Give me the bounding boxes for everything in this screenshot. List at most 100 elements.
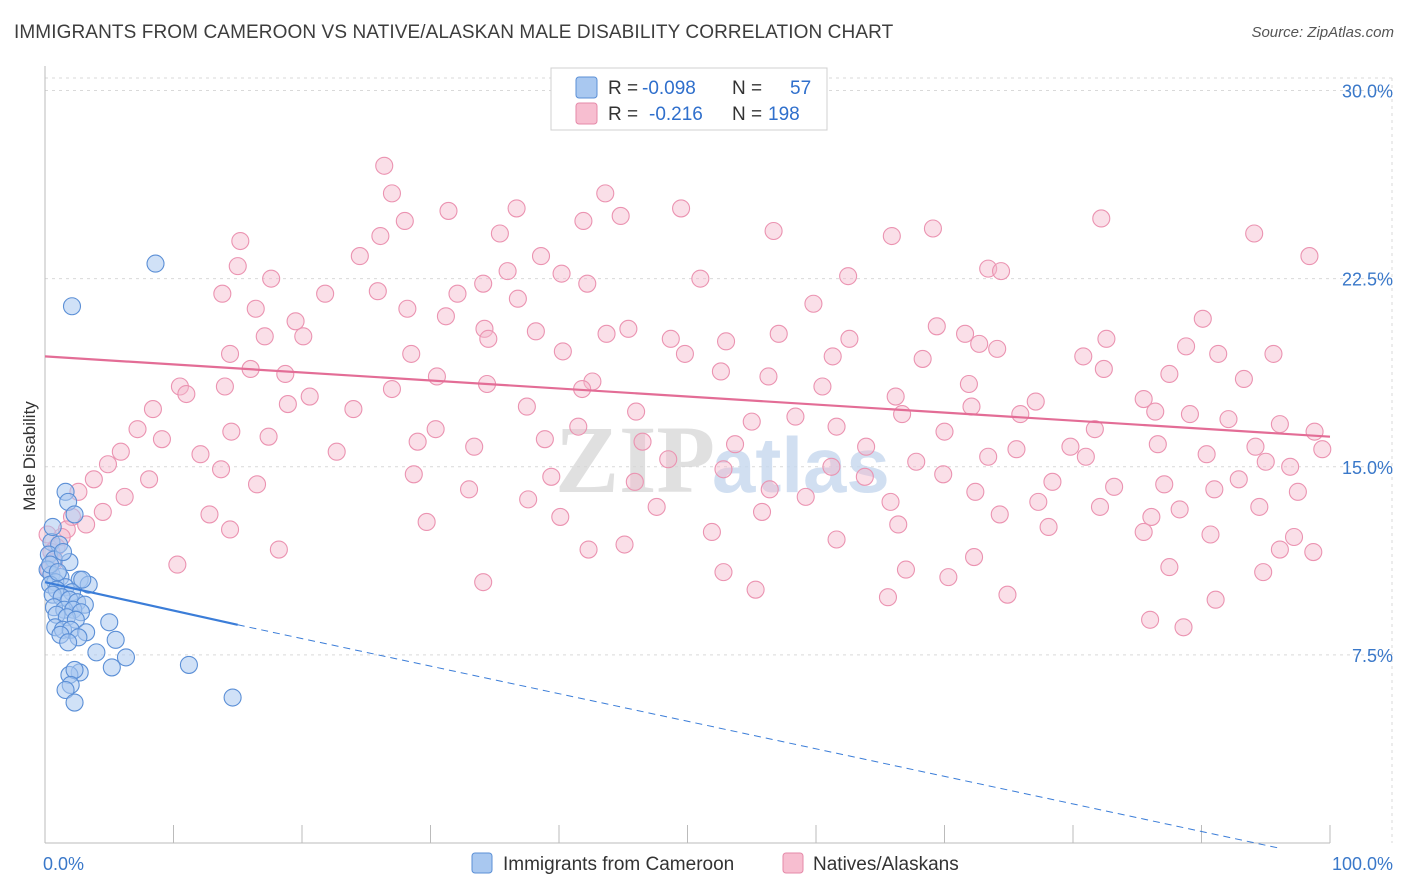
- natives-point: [255, 327, 274, 346]
- natives-point: [1094, 359, 1113, 379]
- natives-point: [1219, 410, 1238, 429]
- natives-point: [596, 184, 615, 203]
- natives-point: [1245, 224, 1264, 243]
- natives-point: [839, 267, 858, 286]
- natives-point: [395, 211, 414, 231]
- natives-point: [1146, 402, 1165, 421]
- natives-point: [716, 332, 736, 351]
- natives-point: [804, 294, 823, 313]
- natives-point: [170, 377, 189, 396]
- legend-r-value-1: -0.098: [642, 78, 696, 99]
- natives-point: [574, 211, 593, 231]
- bottom-legend-label-cameroon: Immigrants from Cameroon: [503, 854, 734, 875]
- natives-point: [1256, 452, 1275, 471]
- natives-point: [294, 327, 313, 346]
- legend-n-value-1: 57: [790, 78, 811, 99]
- natives-point: [956, 324, 975, 343]
- natives-point: [475, 319, 494, 338]
- natives-point: [350, 247, 369, 266]
- natives-point: [213, 284, 232, 303]
- natives-point: [714, 563, 733, 582]
- natives-point: [979, 447, 998, 466]
- natives-point: [262, 269, 281, 288]
- natives-point: [553, 342, 572, 361]
- natives-point: [823, 347, 842, 366]
- natives-point: [531, 247, 551, 266]
- natives-point: [115, 487, 134, 506]
- natives-point: [479, 329, 498, 348]
- cameroon-points: [38, 254, 242, 712]
- natives-point: [691, 269, 710, 288]
- cameroon-point: [73, 570, 92, 589]
- natives-point: [939, 568, 958, 587]
- cameroon-trend-line: [44, 581, 238, 626]
- natives-point: [760, 480, 779, 499]
- natives-point: [143, 400, 162, 419]
- cameroon-point: [106, 630, 125, 649]
- natives-point: [191, 445, 210, 464]
- natives-point: [517, 397, 536, 416]
- natives-point: [168, 555, 187, 574]
- natives-point: [276, 364, 295, 384]
- natives-point: [535, 430, 554, 449]
- natives-point: [1160, 558, 1179, 577]
- natives-point: [417, 512, 436, 532]
- natives-point: [1270, 540, 1289, 559]
- natives-point: [923, 219, 942, 238]
- natives-point: [742, 412, 761, 431]
- natives-point: [935, 422, 954, 441]
- natives-point: [1174, 618, 1193, 637]
- natives-point: [1029, 492, 1048, 511]
- natives-point: [1246, 437, 1265, 456]
- natives-point: [474, 573, 493, 592]
- natives-point: [259, 427, 278, 446]
- natives-point: [927, 317, 946, 336]
- watermark-zip-text: ZIP: [555, 406, 715, 513]
- natives-point: [316, 284, 335, 303]
- cameroon-point: [53, 542, 73, 562]
- legend-r-label-1: R =: [608, 78, 638, 99]
- natives-point: [1039, 517, 1058, 537]
- natives-point: [269, 540, 288, 559]
- natives-point: [990, 505, 1009, 524]
- natives-point: [1092, 209, 1111, 228]
- legend-swatch-cameroon: [575, 76, 598, 99]
- natives-point: [1134, 389, 1153, 409]
- natives-point: [1281, 457, 1300, 476]
- natives-point: [1155, 475, 1174, 494]
- natives-point: [1254, 563, 1273, 582]
- natives-point: [578, 274, 597, 293]
- natives-alaskans-points: [38, 101, 1332, 637]
- x-tick-labels: 0.0% 100.0%: [43, 854, 1393, 874]
- natives-point: [1205, 480, 1224, 499]
- natives-point: [934, 465, 953, 484]
- natives-point: [827, 417, 846, 436]
- natives-point: [1229, 470, 1248, 489]
- natives-point: [1061, 437, 1080, 456]
- natives-point: [813, 377, 832, 396]
- natives-point: [327, 442, 346, 461]
- natives-point: [991, 262, 1011, 281]
- natives-point: [1270, 415, 1289, 434]
- natives-point: [404, 465, 423, 484]
- natives-point: [659, 450, 678, 469]
- natives-point: [1085, 420, 1104, 439]
- natives-point: [881, 492, 900, 511]
- natives-point: [1090, 497, 1110, 516]
- natives-point: [465, 437, 484, 456]
- x-tick-label-max: 100.0%: [1332, 854, 1393, 874]
- legend-n-label-1: N =: [732, 78, 762, 99]
- natives-point: [1177, 337, 1196, 356]
- natives-point: [893, 405, 912, 424]
- bottom-legend-swatch-cameroon: [471, 852, 493, 874]
- natives-point: [474, 274, 493, 293]
- natives-point: [619, 319, 638, 338]
- natives-point: [1180, 405, 1199, 424]
- watermark: ZIP atlas: [555, 406, 890, 513]
- natives-point: [615, 535, 634, 554]
- natives-point: [1142, 507, 1161, 526]
- legend-r-label-2: R =: [608, 104, 638, 125]
- cameroon-point: [146, 254, 165, 273]
- natives-point: [300, 387, 319, 406]
